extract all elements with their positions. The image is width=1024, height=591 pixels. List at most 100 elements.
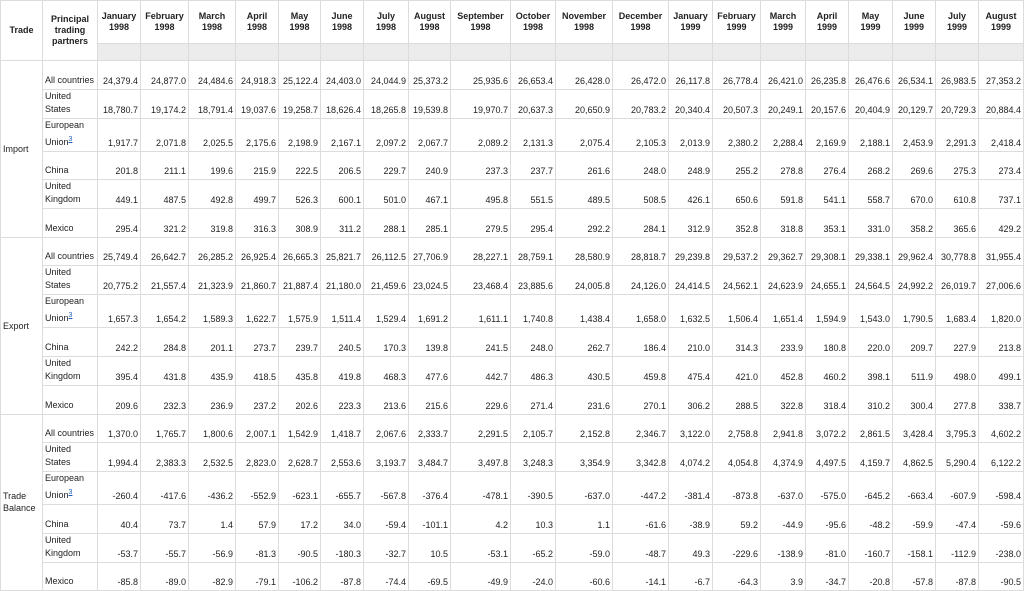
value-cell: 338.7 [978, 384, 1024, 415]
value-cell: 28,580.9 [555, 236, 613, 267]
value-cell: 25,749.4 [97, 236, 141, 267]
value-cell: 24,126.0 [612, 265, 669, 296]
footnote-link[interactable]: 3 [68, 489, 73, 497]
partner: United Kingdom [42, 355, 98, 386]
spacer-cell [555, 43, 613, 61]
value-cell: -436.2 [188, 471, 236, 506]
value-cell: -14.1 [612, 561, 669, 591]
partner: All countries [42, 60, 98, 90]
value-cell: 487.5 [140, 179, 189, 210]
value-cell: 268.2 [848, 150, 893, 181]
value-cell: 4,054.8 [712, 442, 761, 473]
value-cell: 459.8 [612, 355, 669, 386]
value-cell: 26,778.4 [712, 60, 761, 90]
value-cell: 1,529.4 [363, 294, 409, 329]
value-cell: 20,507.3 [712, 88, 761, 119]
value-cell: -48.7 [612, 532, 669, 563]
value-cell: 311.2 [320, 208, 364, 238]
column-header: March 1999 [760, 0, 806, 44]
value-cell: 19,258.7 [278, 88, 321, 119]
value-cell: 319.8 [188, 208, 236, 238]
value-cell: -59.9 [892, 504, 936, 534]
data-row: European Union3 1,657.3 1,654.2 1,589.3 1,62… [1, 294, 1024, 329]
value-cell: 288.1 [363, 208, 409, 238]
value-cell: -49.9 [450, 561, 511, 591]
value-cell: 449.1 [97, 179, 141, 210]
value-cell: 3,248.3 [510, 442, 556, 473]
value-cell: 1,740.8 [510, 294, 556, 329]
value-cell: 1,511.4 [320, 294, 364, 329]
value-cell: 3.9 [760, 561, 806, 591]
column-header: January 1999 [668, 0, 713, 44]
value-cell: 468.3 [363, 355, 409, 386]
value-cell: 26,653.4 [510, 60, 556, 90]
partner: China [42, 504, 98, 534]
value-cell: 2,075.4 [555, 117, 613, 152]
value-cell: 29,362.7 [760, 236, 806, 267]
value-cell: 306.2 [668, 384, 713, 415]
value-cell: 421.0 [712, 355, 761, 386]
value-cell: 21,860.7 [235, 265, 279, 296]
value-cell: 499.7 [235, 179, 279, 210]
value-cell: 2,025.5 [188, 117, 236, 152]
value-cell: -160.7 [848, 532, 893, 563]
spacer-cell [892, 43, 936, 61]
value-cell: 486.3 [510, 355, 556, 386]
value-cell: 2,105.3 [612, 117, 669, 152]
partner-name: China [45, 341, 69, 352]
footnote-link[interactable]: 3 [68, 312, 73, 320]
value-cell: -238.0 [978, 532, 1024, 563]
value-cell: -81.0 [805, 532, 849, 563]
footnote-link[interactable]: 3 [68, 135, 73, 143]
value-cell: 26,117.8 [668, 60, 713, 90]
column-header: November 1998 [555, 0, 613, 44]
data-row: European Union3 1,917.7 2,071.8 2,025.5 2,17… [1, 117, 1024, 152]
value-cell: 278.8 [760, 150, 806, 181]
value-cell: 442.7 [450, 355, 511, 386]
spacer-cell [612, 43, 669, 61]
partner: United Kingdom [42, 179, 98, 210]
spacer-cell [408, 43, 451, 61]
partner-name: Mexico [45, 222, 74, 233]
value-cell: -655.7 [320, 471, 364, 506]
value-cell: 365.6 [935, 208, 979, 238]
value-cell: -55.7 [140, 532, 189, 563]
spacer-cell [450, 43, 511, 61]
column-header: July 1998 [363, 0, 409, 44]
value-cell: 28,759.1 [510, 236, 556, 267]
value-cell: 229.6 [450, 384, 511, 415]
value-cell: 270.1 [612, 384, 669, 415]
value-cell: 4,374.9 [760, 442, 806, 473]
value-cell: -663.4 [892, 471, 936, 506]
value-cell: 24,877.0 [140, 60, 189, 90]
value-cell: 4,497.5 [805, 442, 849, 473]
data-row: United States 18,780.7 19,174.2 18,791.4 19,… [1, 88, 1024, 119]
partner-name: United States [45, 90, 72, 114]
value-cell: 1,575.9 [278, 294, 321, 329]
value-cell: -34.7 [805, 561, 849, 591]
value-cell: 24,379.4 [97, 60, 141, 90]
value-cell: 201.8 [97, 150, 141, 181]
partner-name: United States [45, 444, 72, 468]
value-cell: 4,159.7 [848, 442, 893, 473]
data-row: China 201.8 211.1 199.6 215.9 222.5 206.5 229.7… [1, 150, 1024, 181]
partner-name: United Kingdom [45, 534, 81, 558]
column-header: January 1998 [97, 0, 141, 44]
value-cell: 2,628.7 [278, 442, 321, 473]
value-cell: -87.8 [320, 561, 364, 591]
value-cell: -645.2 [848, 471, 893, 506]
value-cell: 477.6 [408, 355, 451, 386]
value-cell: 452.8 [760, 355, 806, 386]
value-cell: 269.6 [892, 150, 936, 181]
data-row: United Kingdom 395.4 431.8 435.9 418.5 435.8 4… [1, 355, 1024, 386]
value-cell: 25,935.6 [450, 60, 511, 90]
value-cell: 4,862.5 [892, 442, 936, 473]
value-cell: -53.7 [97, 532, 141, 563]
partner: United States [42, 88, 98, 119]
value-cell: -229.6 [712, 532, 761, 563]
value-cell: 1,438.4 [555, 294, 613, 329]
value-cell: 3,342.8 [612, 442, 669, 473]
value-cell: -44.9 [760, 504, 806, 534]
value-cell: 1,622.7 [235, 294, 279, 329]
